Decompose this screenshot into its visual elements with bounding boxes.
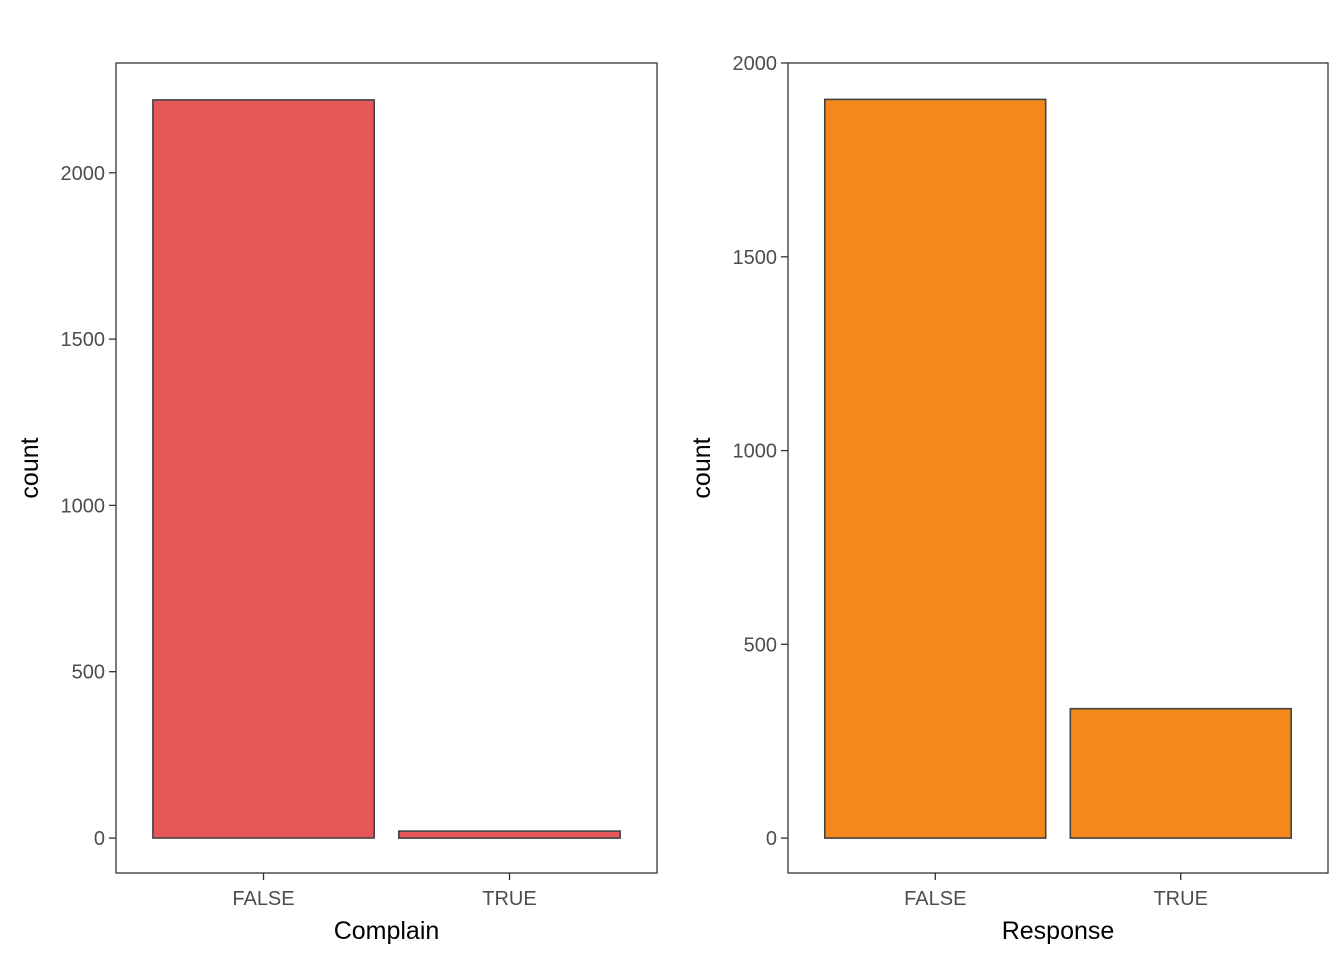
response-bar-false — [823, 98, 1047, 839]
complain-y-axis: 0 500 1000 1500 2000 — [61, 163, 116, 850]
complain-y-tick-label: 1000 — [61, 495, 106, 517]
complain-panel-border — [115, 62, 658, 874]
response-x-axis: FALSE TRUE — [904, 873, 1208, 910]
complain-x-tick-label: FALSE — [232, 888, 294, 910]
complain-x-axis: FALSE TRUE — [232, 873, 537, 910]
response-bars — [823, 98, 1293, 839]
response-y-tick-label: 1000 — [733, 441, 778, 463]
complain-x-axis-title: Complain — [334, 917, 440, 945]
complain-y-tick-label: 1500 — [61, 329, 106, 351]
response-y-tick-label: 500 — [744, 634, 777, 656]
complain-bar-false — [152, 99, 375, 839]
complain-bars — [152, 99, 621, 839]
response-x-tick-label: FALSE — [904, 888, 966, 910]
complain-y-tick-label: 500 — [72, 662, 105, 684]
response-y-axis: 0 500 1000 1500 2000 — [733, 53, 788, 850]
complain-y-tick-label: 0 — [94, 828, 105, 850]
response-y-tick-label: 0 — [766, 828, 777, 850]
complain-bar-true — [397, 830, 621, 839]
response-x-tick-label: TRUE — [1153, 888, 1207, 910]
response-chart-panel: 0 500 1000 1500 2000 FALSE TRUE Response coun… — [688, 53, 1329, 945]
complain-y-tick-label: 2000 — [61, 163, 106, 185]
complain-chart-panel: 0 500 1000 1500 2000 FALSE TRUE Complain coun… — [16, 62, 658, 945]
response-x-axis-title: Response — [1002, 917, 1115, 945]
response-bar-true — [1069, 707, 1293, 839]
response-y-axis-title: count — [688, 437, 716, 498]
response-panel-border — [787, 62, 1329, 874]
complain-x-tick-label: TRUE — [482, 888, 536, 910]
response-y-tick-label: 2000 — [733, 53, 778, 75]
response-y-tick-label: 1500 — [733, 247, 778, 269]
complain-y-axis-title: count — [16, 437, 44, 498]
